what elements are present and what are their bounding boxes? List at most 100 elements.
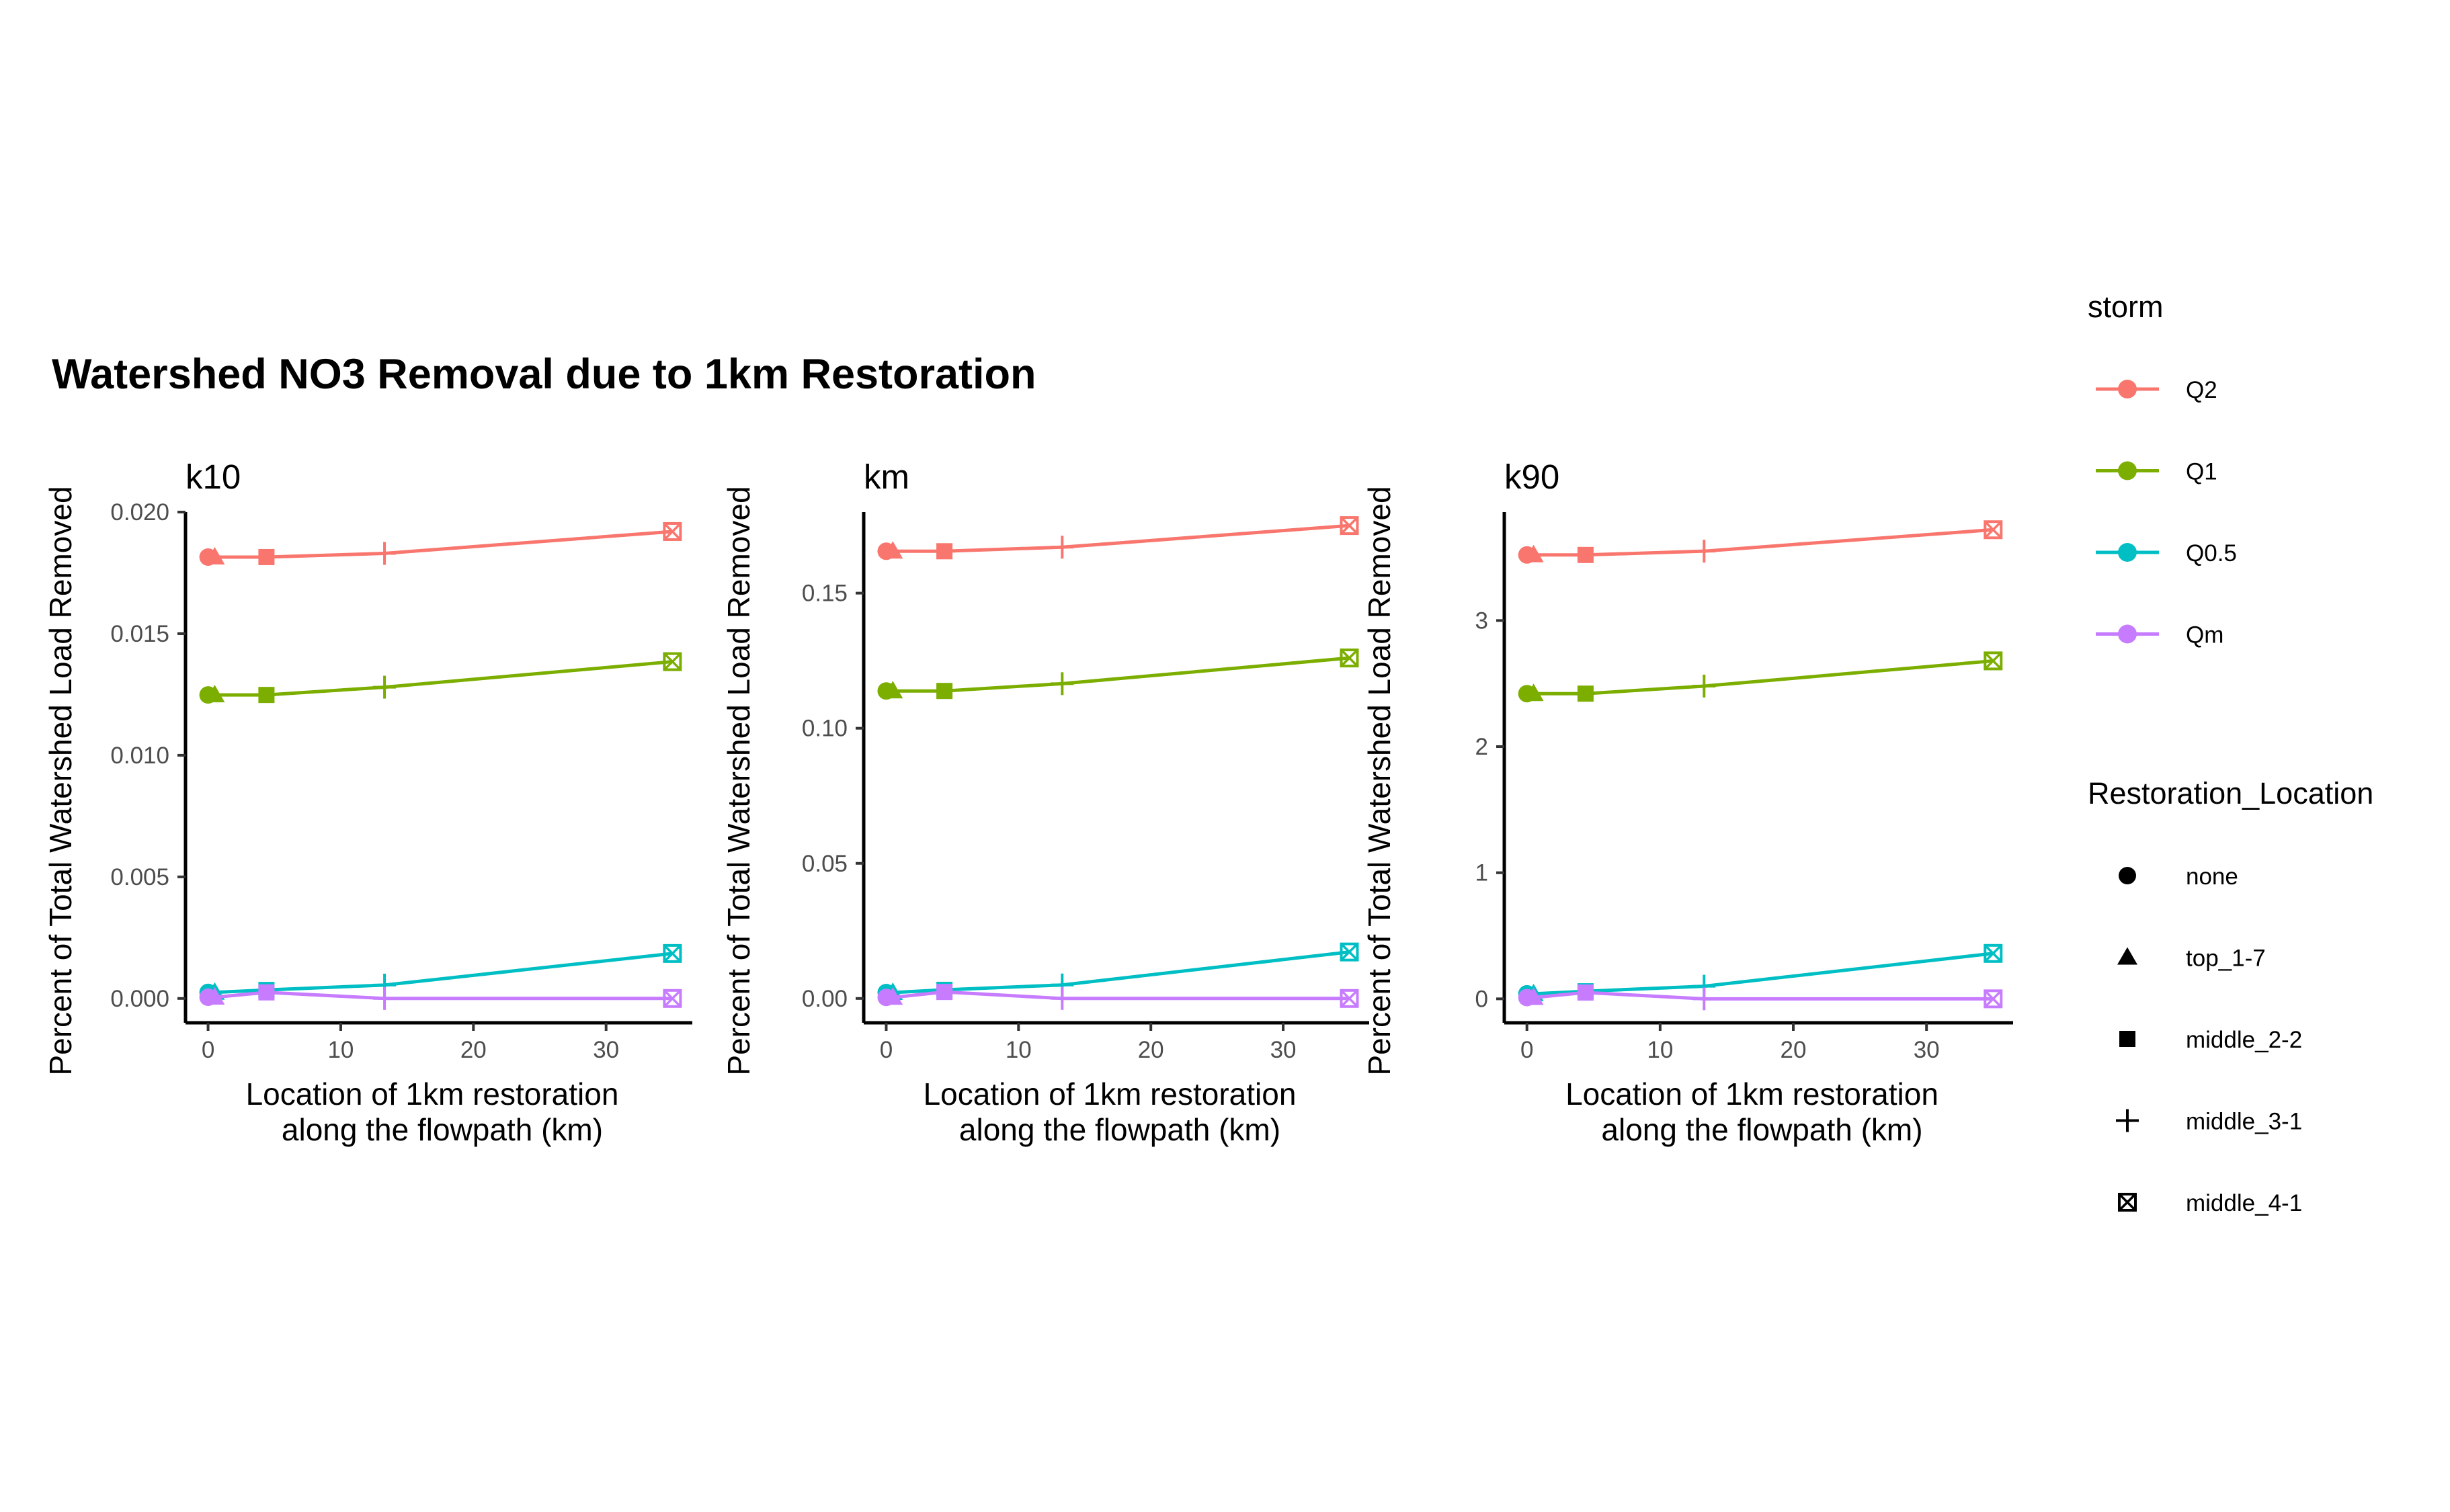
panel-km: km 0.00 0.05 0.10 0.15 0 10 20 30 Location of 1km… [721, 458, 1369, 1147]
y-axis-title: Percent of Total Watershed Load Removed [721, 486, 756, 1075]
data-point [1340, 648, 1359, 668]
data-point [663, 989, 682, 1008]
y-tick-label: 0.000 [110, 986, 169, 1012]
data-point [1523, 544, 1544, 562]
legend-label: none [2186, 864, 2238, 890]
series-Q1 [1518, 651, 2003, 703]
legend-item-none: none [2119, 864, 2238, 890]
legend-item-top_1-7: top_1-7 [2117, 946, 2266, 972]
series-Qm [1518, 984, 2003, 1011]
data-point [1340, 516, 1359, 536]
legend-item-middle_4-1: middle_4-1 [2118, 1190, 2302, 1216]
legend-item-Qm: Qm [2096, 622, 2223, 648]
y-tick-label: 0 [1475, 986, 1488, 1012]
data-point [1984, 989, 2003, 1009]
data-point [258, 548, 275, 565]
legend-key-point [2118, 461, 2137, 480]
panel-title: k90 [1504, 458, 1559, 496]
data-point [1984, 520, 2003, 540]
legend-item-middle_2-2: middle_2-2 [2119, 1027, 2302, 1053]
y-tick-label: 0.10 [802, 716, 848, 742]
x-tick-label: 20 [460, 1037, 487, 1063]
series-line-Qm [886, 990, 1350, 1001]
x-tick-label: 20 [1138, 1037, 1164, 1063]
data-point [258, 687, 275, 704]
y-tick-label: 2 [1475, 734, 1488, 760]
series-line-Q2 [1526, 528, 1994, 557]
series-line-Q0.5 [208, 952, 673, 995]
data-point [936, 543, 953, 560]
data-point [1340, 989, 1359, 1008]
data-point [883, 987, 903, 1005]
panel-title: km [864, 458, 909, 496]
data-point [1340, 942, 1359, 962]
data-point [1577, 685, 1594, 702]
data-point [663, 652, 682, 671]
data-point [663, 943, 682, 963]
legend-label: Q2 [2186, 377, 2217, 403]
y-tick-label: 0.020 [110, 499, 169, 526]
data-point [936, 683, 953, 700]
data-point [883, 681, 903, 699]
legend-label: middle_3-1 [2186, 1109, 2302, 1135]
x-tick-label: 30 [1914, 1037, 1940, 1063]
series-Qm [877, 984, 1359, 1010]
legend-item-Q1: Q1 [2096, 459, 2217, 485]
y-tick-label: 1 [1475, 860, 1488, 886]
data-point [1523, 683, 1544, 702]
series-line-Q1 [1526, 659, 1994, 696]
series-line-Q2 [208, 530, 673, 559]
legend-label: Qm [2186, 622, 2223, 648]
chart-title: Watershed NO3 Removal due to 1km Restora… [52, 351, 1036, 398]
x-tick-label: 20 [1781, 1037, 1807, 1063]
legend-label: Q1 [2186, 459, 2217, 485]
series-line-Q0.5 [1526, 952, 1994, 996]
legend-key-shape [2118, 1193, 2137, 1212]
y-tick-label: 3 [1475, 607, 1488, 634]
data-point [1577, 984, 1594, 1001]
panel-k10: k10 0.000 0.005 0.010 0.015 0.020 0 10 20 30 Locat… [43, 458, 692, 1147]
legend-key-point [2118, 380, 2137, 398]
legend-location-title: Restoration_Location [2088, 776, 2373, 810]
series-Q1 [877, 648, 1359, 700]
legend-label: middle_2-2 [2186, 1027, 2302, 1053]
data-point [1692, 674, 1716, 698]
x-tick-label: 10 [1006, 1037, 1032, 1063]
legend-item-Q2: Q2 [2096, 377, 2217, 403]
legend-key-shape [2119, 867, 2136, 884]
legend-key-shape [2117, 947, 2137, 965]
legend-key-point [2118, 543, 2137, 562]
x-tick-label: 0 [1520, 1037, 1533, 1063]
data-point [204, 546, 225, 564]
data-point [1051, 536, 1074, 559]
series-line-Q0.5 [886, 950, 1350, 995]
series-Q2 [877, 516, 1359, 560]
x-tick-label: 0 [880, 1037, 893, 1063]
legend-label: Q0.5 [2186, 540, 2237, 566]
y-tick-label: 0.005 [110, 864, 169, 890]
data-point [373, 675, 397, 699]
x-axis-title: Location of 1km restoration along the flo… [246, 1077, 619, 1147]
data-point [1051, 986, 1074, 1010]
series-line-Q1 [886, 656, 1350, 693]
data-point [204, 685, 225, 703]
data-point [1984, 943, 2003, 963]
data-point [1692, 987, 1716, 1011]
series-line-Q2 [886, 523, 1350, 553]
series-line-Q1 [208, 660, 673, 697]
panel-title: k10 [186, 458, 241, 496]
x-tick-label: 10 [327, 1037, 354, 1063]
data-point [204, 987, 225, 1005]
data-point [883, 541, 903, 559]
data-point [373, 542, 397, 565]
y-tick-label: 0.010 [110, 743, 169, 769]
x-axis-title: Location of 1km restoration along the flo… [924, 1077, 1297, 1147]
data-point [1692, 540, 1716, 563]
x-tick-label: 30 [593, 1037, 619, 1063]
legend-item-Q0.5: Q0.5 [2096, 540, 2237, 566]
data-point [258, 984, 275, 1001]
